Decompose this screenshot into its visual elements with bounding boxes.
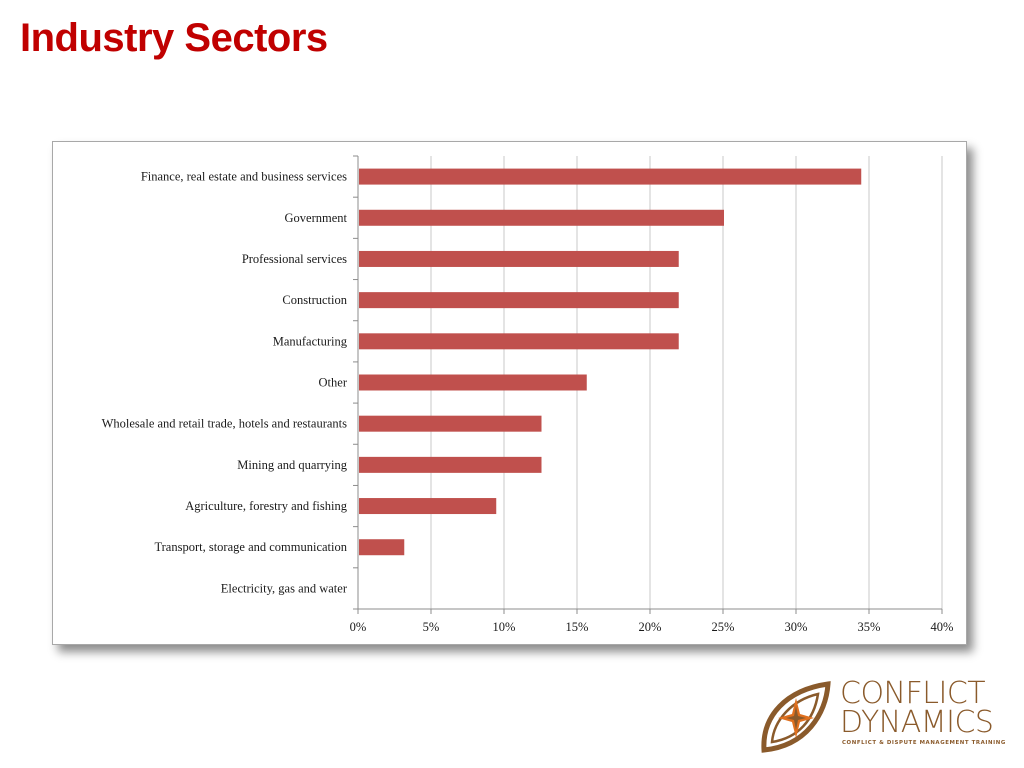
axes — [353, 155, 943, 614]
category-label: Other — [319, 376, 348, 390]
logo-wordmark: CONFLICT DYNAMICS — [840, 676, 994, 740]
x-tick-label: 25% — [712, 620, 735, 634]
x-tick-label: 10% — [493, 620, 516, 634]
category-label: Transport, storage and communication — [154, 540, 347, 554]
chart-frame: Finance, real estate and business servic… — [52, 141, 967, 645]
bar — [359, 168, 862, 185]
x-tick-label: 35% — [858, 620, 881, 634]
bar — [359, 250, 679, 267]
category-labels: Finance, real estate and business servic… — [102, 170, 348, 596]
category-label: Mining and quarrying — [237, 458, 347, 472]
category-label: Manufacturing — [273, 334, 348, 348]
category-label: Electricity, gas and water — [221, 581, 348, 595]
bar — [359, 209, 724, 226]
category-label: Construction — [282, 293, 347, 307]
logo-line-1: CONFLICT — [840, 676, 986, 711]
x-tick-label: 0% — [350, 620, 367, 634]
compass-leaf-icon — [761, 681, 831, 753]
x-tick-label: 5% — [423, 620, 440, 634]
bar — [359, 456, 542, 473]
bar — [359, 292, 679, 309]
bar — [359, 539, 405, 556]
x-tick-label: 40% — [931, 620, 954, 634]
x-tick-label: 15% — [566, 620, 589, 634]
bar-chart: Finance, real estate and business servic… — [102, 155, 954, 634]
bar — [359, 374, 587, 391]
category-label: Government — [285, 211, 348, 225]
category-label: Finance, real estate and business servic… — [141, 170, 347, 184]
category-label: Agriculture, forestry and fishing — [185, 499, 348, 513]
bar — [359, 333, 679, 350]
category-label: Wholesale and retail trade, hotels and r… — [102, 417, 348, 431]
x-tick-labels: 0% 5% 10% 15% 20% 25% 30% 35% 40% — [350, 620, 954, 634]
bars — [359, 168, 862, 556]
logo-line-2: DYNAMICS — [840, 705, 994, 740]
x-tick-label: 30% — [785, 620, 808, 634]
slide-title: Industry Sectors — [20, 16, 328, 60]
bar — [359, 498, 497, 515]
category-label: Professional services — [242, 252, 347, 266]
company-logo: CONFLICT DYNAMICS CONFLICT & DISPUTE MAN… — [756, 676, 1016, 756]
x-tick-label: 20% — [639, 620, 662, 634]
bar — [359, 415, 542, 432]
logo-tagline: CONFLICT & DISPUTE MANAGEMENT TRAINING — [842, 740, 1006, 746]
